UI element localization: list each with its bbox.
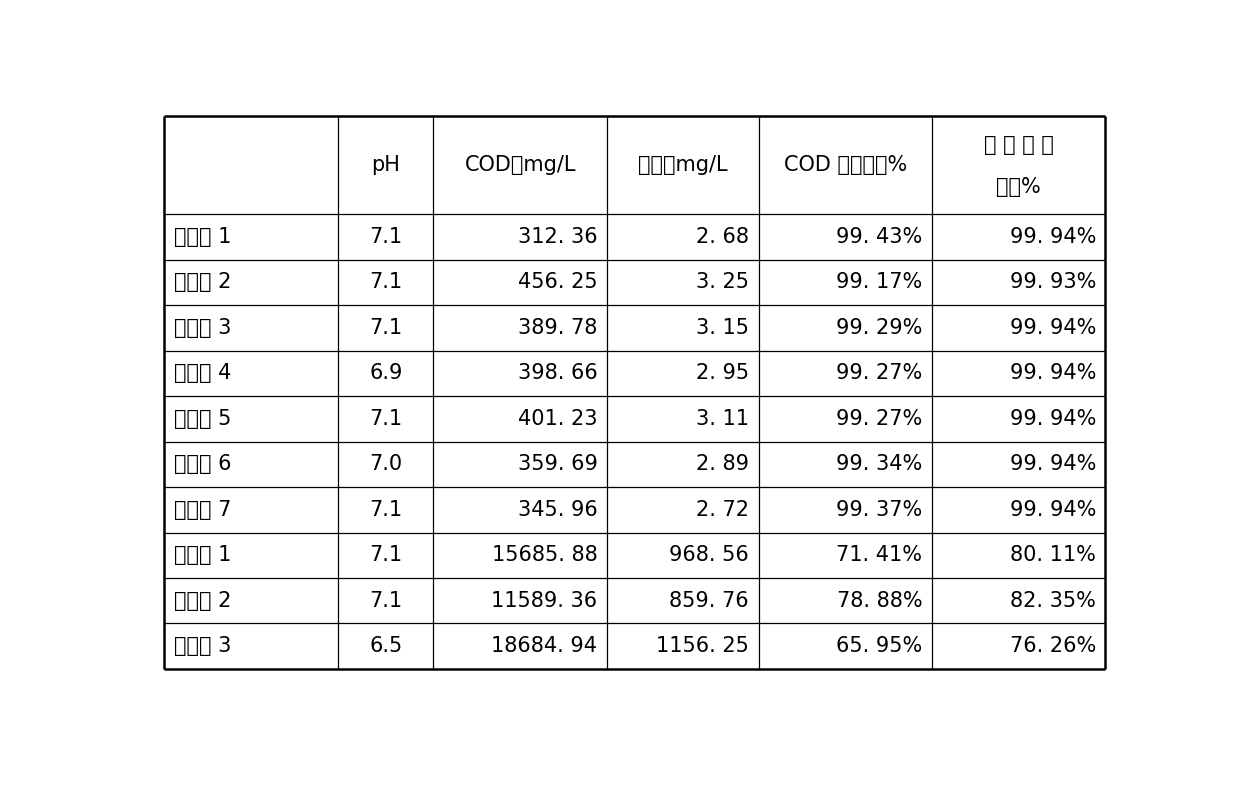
Text: 456. 25: 456. 25	[518, 273, 597, 292]
Text: 99. 27%: 99. 27%	[836, 363, 922, 383]
Text: 99. 94%: 99. 94%	[1010, 455, 1097, 474]
Text: 11589. 36: 11589. 36	[491, 591, 597, 611]
Text: 389. 78: 389. 78	[518, 318, 597, 338]
Text: 7.1: 7.1	[369, 227, 403, 247]
Text: 实施例 1: 实施例 1	[173, 227, 232, 247]
Text: 7.1: 7.1	[369, 318, 403, 338]
Text: 1156. 25: 1156. 25	[655, 636, 748, 656]
Text: 99. 17%: 99. 17%	[836, 273, 922, 292]
Text: 71. 41%: 71. 41%	[836, 545, 922, 565]
Text: 实施例 6: 实施例 6	[173, 455, 232, 474]
Text: 实施例 4: 实施例 4	[173, 363, 232, 383]
Text: 6.5: 6.5	[369, 636, 403, 656]
Text: 7.0: 7.0	[369, 455, 403, 474]
Text: 2. 68: 2. 68	[696, 227, 748, 247]
Text: 率，%: 率，%	[996, 176, 1041, 197]
Text: 3. 11: 3. 11	[696, 409, 748, 429]
Text: 99. 94%: 99. 94%	[1010, 227, 1097, 247]
Text: 99. 94%: 99. 94%	[1010, 363, 1097, 383]
Text: 对比例 1: 对比例 1	[173, 545, 232, 565]
Text: 7.1: 7.1	[369, 409, 403, 429]
Text: 实施例 2: 实施例 2	[173, 273, 232, 292]
Text: 2. 89: 2. 89	[696, 455, 748, 474]
Text: 968. 56: 968. 56	[669, 545, 748, 565]
Text: 7.1: 7.1	[369, 500, 403, 519]
Text: 2. 72: 2. 72	[696, 500, 748, 519]
Text: 7.1: 7.1	[369, 591, 403, 611]
Text: 对比例 3: 对比例 3	[173, 636, 232, 656]
Text: 78. 88%: 78. 88%	[836, 591, 922, 611]
Text: COD，mg/L: COD，mg/L	[465, 155, 576, 175]
Text: COD 去除率，%: COD 去除率，%	[783, 155, 907, 175]
Text: 80. 11%: 80. 11%	[1010, 545, 1097, 565]
Text: 总 磷 去 除: 总 磷 去 除	[984, 135, 1053, 155]
Text: 实施例 7: 实施例 7	[173, 500, 232, 519]
Text: 7.1: 7.1	[369, 545, 403, 565]
Text: 65. 95%: 65. 95%	[836, 636, 922, 656]
Text: 859. 76: 859. 76	[669, 591, 748, 611]
Text: 对比例 2: 对比例 2	[173, 591, 232, 611]
Text: 99. 43%: 99. 43%	[836, 227, 922, 247]
Text: 398. 66: 398. 66	[518, 363, 597, 383]
Text: 3. 25: 3. 25	[696, 273, 748, 292]
Text: 2. 95: 2. 95	[696, 363, 748, 383]
Text: 99. 94%: 99. 94%	[1010, 318, 1097, 338]
Text: 401. 23: 401. 23	[518, 409, 597, 429]
Text: 6.9: 6.9	[369, 363, 403, 383]
Text: 3. 15: 3. 15	[696, 318, 748, 338]
Text: 345. 96: 345. 96	[518, 500, 597, 519]
Text: 99. 94%: 99. 94%	[1010, 409, 1097, 429]
Text: pH: pH	[372, 155, 400, 175]
Text: 82. 35%: 82. 35%	[1010, 591, 1097, 611]
Text: 总磷，mg/L: 总磷，mg/L	[638, 155, 727, 175]
Text: 实施例 5: 实施例 5	[173, 409, 232, 429]
Text: 15685. 88: 15685. 88	[492, 545, 597, 565]
Text: 99. 37%: 99. 37%	[836, 500, 922, 519]
Text: 99. 34%: 99. 34%	[836, 455, 922, 474]
Text: 7.1: 7.1	[369, 273, 403, 292]
Text: 76. 26%: 76. 26%	[1010, 636, 1097, 656]
Text: 99. 29%: 99. 29%	[836, 318, 922, 338]
Text: 99. 27%: 99. 27%	[836, 409, 922, 429]
Text: 实施例 3: 实施例 3	[173, 318, 232, 338]
Text: 359. 69: 359. 69	[518, 455, 597, 474]
Text: 99. 94%: 99. 94%	[1010, 500, 1097, 519]
Text: 18684. 94: 18684. 94	[492, 636, 597, 656]
Text: 99. 93%: 99. 93%	[1010, 273, 1097, 292]
Text: 312. 36: 312. 36	[518, 227, 597, 247]
